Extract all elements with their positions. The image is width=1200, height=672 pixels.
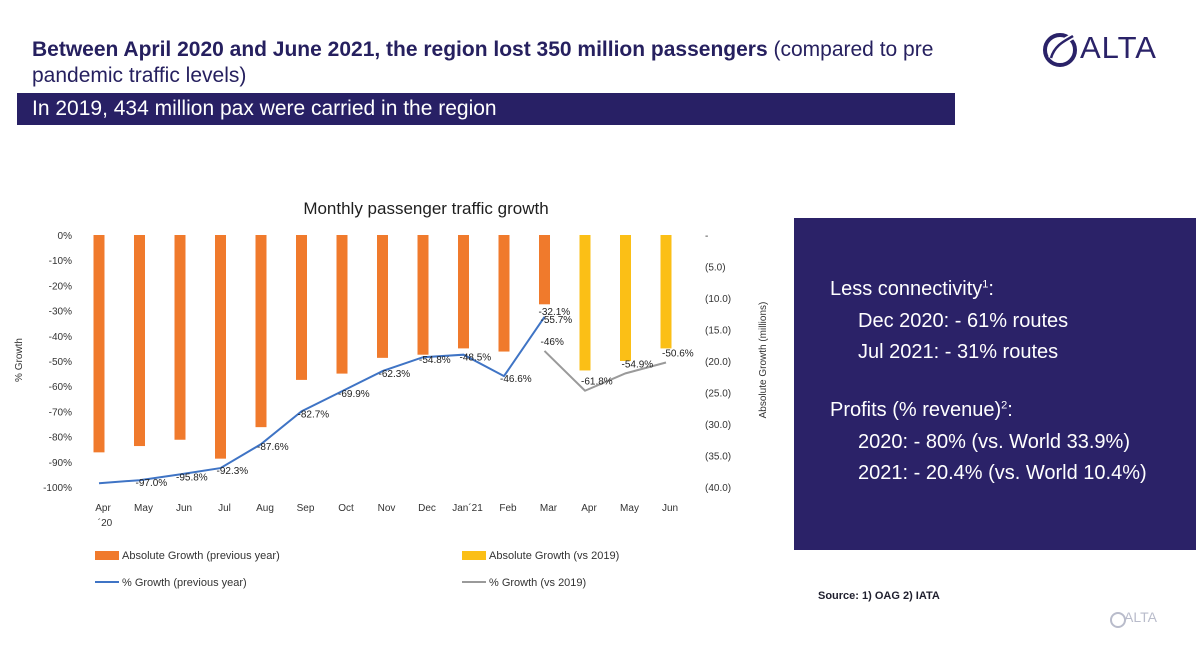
x-tick-label: Sep: [297, 503, 315, 514]
profits-2020: 2020: - 80% (vs. World 33.9%): [858, 431, 1130, 453]
data-label: -50.6%: [662, 349, 694, 360]
y2-tick-label: (35.0): [705, 452, 731, 463]
x-tick-label: Mar: [540, 503, 558, 514]
y-tick-label: -20%: [49, 281, 72, 292]
profits-2021: 2021: - 20.4% (vs. World 10.4%): [858, 462, 1147, 484]
x-tick-label: May: [134, 503, 153, 514]
growth-line-vs-2019: [543, 350, 667, 392]
legend-swatch: [95, 551, 119, 560]
y2-tick-label: (10.0): [705, 294, 731, 305]
x-tick-label: Apr: [95, 503, 111, 514]
headline-normal: (compared to pre pandemic traffic levels…: [32, 38, 934, 87]
headline: Between April 2020 and June 2021, the re…: [32, 37, 992, 89]
x-tick-label: Jun: [662, 503, 678, 514]
logo-text: ALTA: [1080, 30, 1157, 65]
data-label: -55.7%: [541, 315, 573, 326]
data-label: -54.8%: [419, 355, 451, 366]
bar: [215, 235, 226, 459]
legend-label: % Growth (previous year): [122, 577, 247, 589]
bar: [417, 235, 429, 355]
y-tick-label: -100%: [43, 483, 72, 494]
source-note: Source: 1) OAG 2) IATA: [818, 590, 940, 602]
legend-label: Absolute Growth (vs 2019): [489, 550, 619, 562]
data-label: -61.8%: [581, 377, 613, 388]
x-tick-label: Jul: [218, 503, 231, 514]
data-label: -46%: [541, 337, 564, 348]
x-tick-label: Dec: [418, 503, 436, 514]
connectivity-dec2020: Dec 2020: - 61% routes: [858, 310, 1069, 332]
connectivity-title: Less connectivity1:: [830, 278, 994, 300]
bar: [539, 235, 550, 305]
x-tick-label: Apr: [581, 503, 597, 514]
y2-tick-label: -: [705, 231, 708, 242]
y-tick-label: -30%: [49, 307, 72, 318]
legend-swatch: [462, 551, 486, 560]
profits-title: Profits (% revenue)2:: [830, 399, 1013, 421]
x-tick-label: Jun: [176, 503, 192, 514]
y-tick-label: 0%: [58, 231, 73, 242]
data-label: -32.1%: [539, 307, 571, 318]
data-label: -82.7%: [298, 409, 330, 420]
data-label: -46.6%: [500, 374, 532, 385]
traffic-chart: Monthly passenger traffic growth 0% -10% -2…: [14, 199, 769, 589]
y-tick-label: -50%: [49, 357, 72, 368]
bar: [498, 235, 510, 352]
growth-line-previous-year: [98, 316, 546, 485]
data-label: -87.6%: [257, 442, 289, 453]
bar: [336, 235, 348, 374]
data-label: -54.9%: [622, 359, 654, 370]
bar: [660, 235, 672, 349]
y2-axis-title: Absolute Growth (millions): [758, 302, 769, 419]
x-tick-label: Feb: [499, 503, 517, 514]
y2-tick-label: (20.0): [705, 357, 731, 368]
x-tick-label: Nov: [378, 503, 396, 514]
headline-bold: Between April 2020 and June 2021, the re…: [32, 38, 768, 61]
bar: [458, 235, 469, 349]
chart-title: Monthly passenger traffic growth: [303, 199, 548, 218]
y2-tick-label: (30.0): [705, 420, 731, 431]
y-tick-label: -70%: [49, 407, 72, 418]
y2-tick-label: (25.0): [705, 389, 731, 400]
bar: [296, 235, 307, 380]
data-label: -69.9%: [338, 389, 370, 400]
summary-banner: In 2019, 434 million pax were carried in…: [17, 93, 955, 125]
y-tick-label: -60%: [49, 382, 72, 393]
y2-tick-label: (15.0): [705, 326, 731, 337]
bar: [93, 235, 105, 453]
y-tick-label: -90%: [49, 458, 72, 469]
bar: [579, 235, 591, 371]
x-tick-label: Jan´21: [452, 502, 483, 514]
bar: [255, 235, 267, 428]
x-tick-label: May: [620, 503, 639, 514]
y2-tick-label: (5.0): [705, 263, 726, 274]
x-tick-sublabel: ´20: [98, 517, 113, 529]
bar: [174, 235, 186, 440]
watermark-text: ALTA: [1124, 609, 1157, 625]
x-tick-label: Oct: [338, 503, 354, 514]
legend-label: Absolute Growth (previous year): [122, 550, 280, 562]
y-tick-label: -10%: [49, 256, 72, 267]
y-tick-label: -80%: [49, 433, 72, 444]
bar: [620, 235, 631, 361]
alta-swirl-icon: [1043, 33, 1077, 67]
bar: [377, 235, 388, 358]
y2-tick-label: (40.0): [705, 483, 731, 494]
legend-label: % Growth (vs 2019): [489, 577, 586, 589]
data-label: -62.3%: [379, 369, 411, 380]
x-tick-label: Aug: [256, 503, 274, 514]
data-label: -92.3%: [217, 466, 249, 477]
alta-watermark-icon: [1110, 612, 1126, 628]
bar: [134, 235, 145, 447]
data-label: -48.5%: [460, 353, 492, 364]
info-box: Less connectivity1: Dec 2020: - 61% rout…: [794, 218, 1196, 550]
connectivity-jul2021: Jul 2021: - 31% routes: [858, 341, 1059, 363]
y-axis-title: % Growth: [14, 338, 25, 382]
data-label: -95.8%: [176, 472, 208, 483]
y-tick-label: -40%: [49, 332, 72, 343]
data-label: -97.0%: [136, 478, 168, 489]
